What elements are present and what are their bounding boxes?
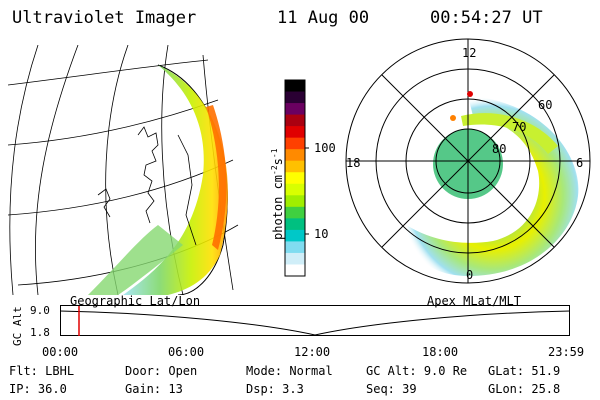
status-gain: Gain: 13 xyxy=(125,382,183,396)
mlt-label-6: 6 xyxy=(576,156,584,170)
altitude-ytick-low: 1.8 xyxy=(30,326,50,339)
colorbar xyxy=(284,79,309,277)
colorbar-stripe xyxy=(285,114,305,127)
colorbar-stripe xyxy=(285,103,305,116)
altitude-xtick-4: 23:59 xyxy=(548,345,585,359)
polar-plot xyxy=(345,38,591,284)
status-seq: Seq: 39 xyxy=(366,382,417,396)
mlt-label-0: 0 xyxy=(466,268,474,282)
mlat-label-80: 80 xyxy=(492,142,507,156)
colorbar-stripe xyxy=(285,241,305,254)
colorbar-stripe xyxy=(285,160,305,173)
colorbar-stripe xyxy=(285,264,305,277)
colorbar-stripe xyxy=(285,80,305,93)
status-glat: GLat: 51.9 xyxy=(488,364,561,378)
colorbar-stripe xyxy=(285,218,305,231)
colorbar-stripe xyxy=(285,172,305,185)
colorbar-stripe xyxy=(285,206,305,219)
colorbar-tick-10: 10 xyxy=(314,227,329,241)
status-glon: GLon: 25.8 xyxy=(488,382,561,396)
colorbar-stripe xyxy=(285,149,305,162)
status-flt: Flt: LBHL xyxy=(9,364,75,378)
altitude-ytick-high: 9.0 xyxy=(30,304,50,317)
instrument-title: Ultraviolet Imager xyxy=(12,8,197,28)
colorbar-stripe xyxy=(285,252,305,265)
altitude-plot xyxy=(59,305,571,336)
mlt-label-12: 12 xyxy=(462,46,477,60)
altitude-xtick-2: 12:00 xyxy=(294,345,331,359)
colorbar-stripe xyxy=(285,229,305,242)
colorbar-stripe xyxy=(285,126,305,139)
status-dsp: Dsp: 3.3 xyxy=(246,382,304,396)
mlat-label-70: 70 xyxy=(512,120,527,134)
altitude-ylabel: GC Alt xyxy=(11,306,24,346)
altitude-xtick-0: 00:00 xyxy=(42,345,79,359)
mlt-label-18: 18 xyxy=(346,156,361,170)
polar-caption: Apex MLat/MLT xyxy=(427,294,521,308)
mlat-label-60: 60 xyxy=(538,98,553,112)
colorbar-stripe xyxy=(285,195,305,208)
geographic-caption: Geographic Lat/Lon xyxy=(70,294,201,308)
colorbar-label: photon cm-2s-1 xyxy=(270,148,285,240)
altitude-xtick-1: 06:00 xyxy=(168,345,205,359)
status-mode: Mode: Normal xyxy=(246,364,333,378)
date-label: 11 Aug 00 xyxy=(277,8,370,28)
geographic-map xyxy=(8,45,239,295)
status-ip: IP: 36.0 xyxy=(9,382,67,396)
status-gc-alt: GC Alt: 9.0 Re xyxy=(366,364,468,378)
altitude-xtick-3: 18:00 xyxy=(422,345,459,359)
colorbar-tick-100: 100 xyxy=(314,141,336,155)
colorbar-stripe xyxy=(285,183,305,196)
time-label: 00:54:27 UT xyxy=(430,8,543,28)
colorbar-stripe xyxy=(285,91,305,104)
colorbar-stripe xyxy=(285,137,305,150)
status-door: Door: Open xyxy=(125,364,198,378)
